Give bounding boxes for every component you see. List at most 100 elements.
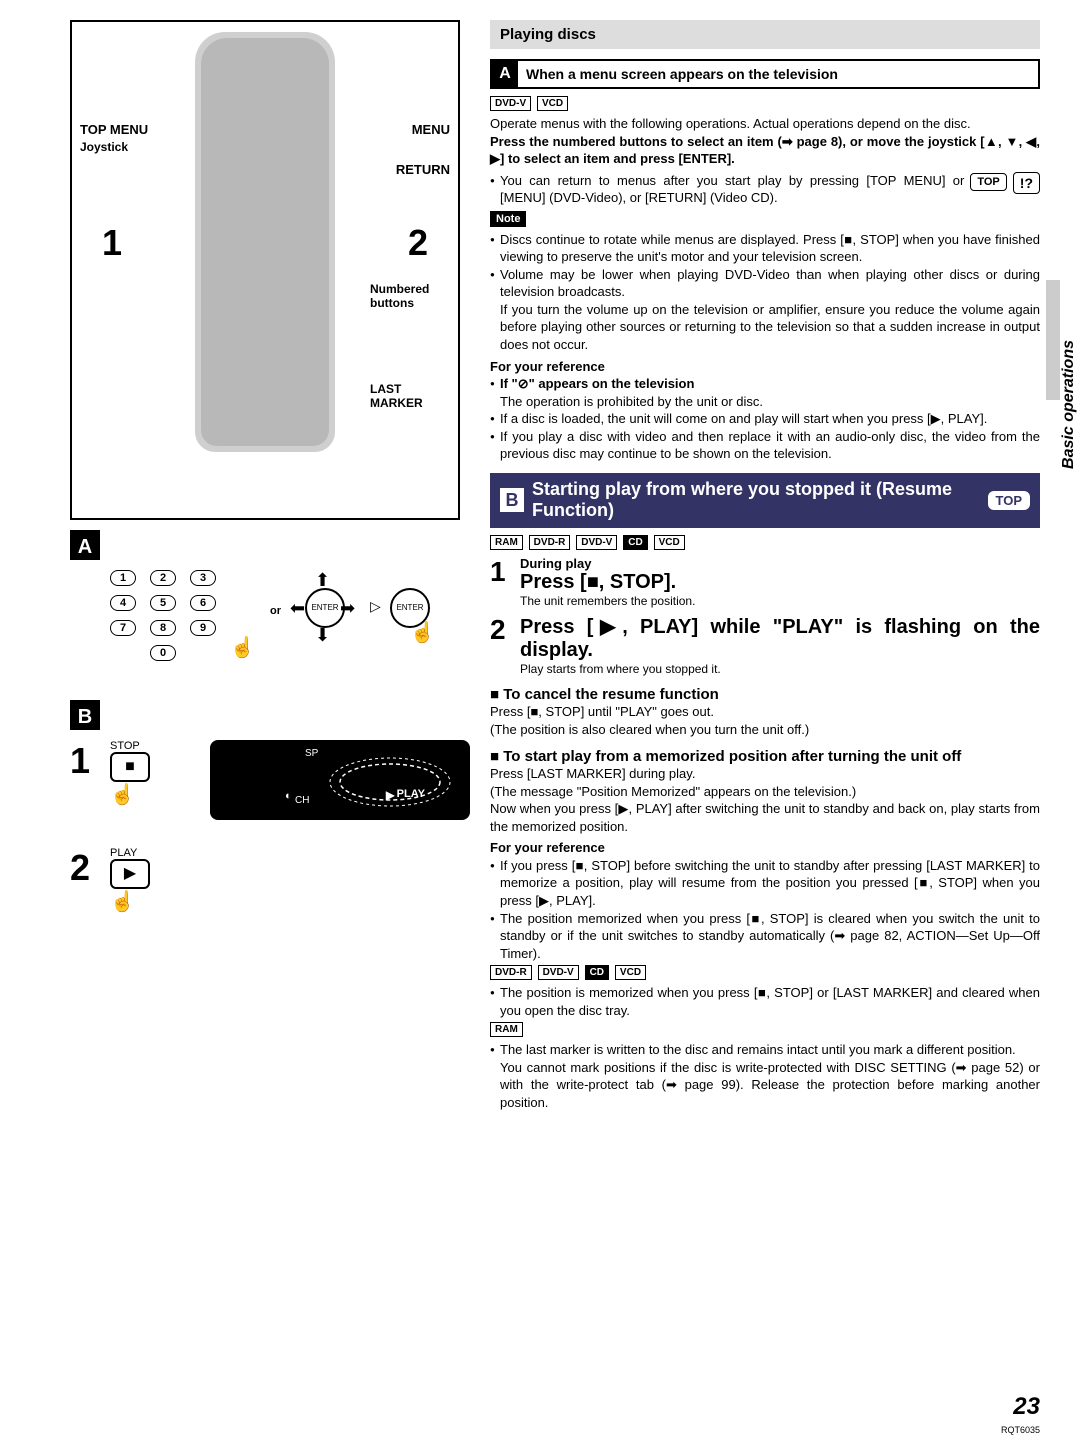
num-6: 6 xyxy=(190,595,216,611)
play-label: PLAY xyxy=(110,847,460,859)
label-top-menu: TOP MENU xyxy=(80,122,148,137)
tag-cd: CD xyxy=(623,535,647,550)
section-a-diagram: 1 2 3 4 5 6 7 8 9 0 ☝ or ⬆ ⬅ ➡ ⬇ ENTER ▷… xyxy=(70,560,460,690)
ref-label-a: For your reference xyxy=(490,358,1040,376)
box-b-title: Starting play from where you stopped it … xyxy=(532,479,982,522)
play-button-icon: ▶ xyxy=(110,859,150,889)
step2-sub: Play starts from where you stopped it. xyxy=(520,662,1040,676)
side-tab-bg xyxy=(1046,280,1060,400)
num-2: 2 xyxy=(150,570,176,586)
note-b2: Volume may be lower when playing DVD-Vid… xyxy=(490,266,1040,301)
stop-button-icon: ■ xyxy=(110,752,150,782)
document-id: RQT6035 xyxy=(1001,1425,1040,1435)
box-a-bullet1: You can return to menus after you start … xyxy=(490,172,1040,207)
box-a-p1: Operate menus with the following operati… xyxy=(490,115,1040,133)
hand-icon-4: ☝ xyxy=(110,891,135,913)
arrow-down-icon: ⬇ xyxy=(315,625,330,646)
right-column: Playing discs A When a menu screen appea… xyxy=(490,20,1040,1111)
note-label: Note xyxy=(490,211,526,227)
ref-a2: If a disc is loaded, the unit will come … xyxy=(490,410,1040,428)
num-8: 8 xyxy=(150,620,176,636)
ref-b1: If you press [■, STOP] before switching … xyxy=(490,857,1040,910)
memorize-heading: To start play from a memorized position … xyxy=(490,748,1040,765)
tag-dvdr-2: DVD-R xyxy=(490,965,532,980)
num-1: 1 xyxy=(110,570,136,586)
ref-label-b: For your reference xyxy=(490,839,1040,857)
note-b1: Discs continue to rotate while menus are… xyxy=(490,231,1040,266)
page-title: Playing discs xyxy=(490,20,1040,49)
step1-main: Press [■, STOP]. xyxy=(520,571,1040,594)
label-return: RETURN xyxy=(396,162,450,177)
callout-1: 1 xyxy=(102,222,122,264)
step-b2-num: 2 xyxy=(70,847,110,889)
tag-vcd-3: VCD xyxy=(615,965,646,980)
step1-sub: The unit remembers the position. xyxy=(520,594,1040,608)
disc-icon: ◐ xyxy=(285,790,292,802)
ref-b4b: You cannot mark positions if the disc is… xyxy=(490,1059,1040,1112)
mem-p1: Press [LAST MARKER] during play. xyxy=(490,765,1040,783)
section-a: A 1 2 3 4 5 6 7 8 9 0 ☝ or ⬆ ⬅ ➡ ⬇ ENTER… xyxy=(70,530,460,690)
box-a-p2: Press the numbered buttons to select an … xyxy=(490,133,1040,168)
cancel-p1: Press [■, STOP] until "PLAY" goes out. xyxy=(490,703,1040,721)
tags-3: RAM xyxy=(490,1019,1040,1037)
box-a-header: A When a menu screen appears on the tele… xyxy=(490,59,1040,89)
cancel-p2: (The position is also cleared when you t… xyxy=(490,721,1040,739)
num-0: 0 xyxy=(150,645,176,661)
cancel-heading: To cancel the resume function xyxy=(490,686,1040,703)
tag-dvdv: DVD-V xyxy=(490,96,531,111)
callout-2: 2 xyxy=(408,222,428,264)
step2-num: 2 xyxy=(490,614,520,676)
num-7: 7 xyxy=(110,620,136,636)
tag-vcd2: VCD xyxy=(654,535,685,550)
label-numbered: Numbered buttons xyxy=(370,282,450,310)
num-4: 4 xyxy=(110,595,136,611)
vcr-display: SP CH ◐ PLAY ▶ xyxy=(210,740,470,820)
tag-dvdv-3: DVD-V xyxy=(538,965,579,980)
step-1: 1 During play Press [■, STOP]. The unit … xyxy=(490,556,1040,608)
mem-p3: Now when you press [▶, PLAY] after switc… xyxy=(490,800,1040,835)
box-b-tags: RAM DVD-R DVD-V CD VCD xyxy=(490,532,1040,550)
tag-ram: RAM xyxy=(490,535,523,550)
num-3: 3 xyxy=(190,570,216,586)
tag-dvdr: DVD-R xyxy=(529,535,571,550)
mem-p2: (The message "Position Memorized" appear… xyxy=(490,783,1040,801)
box-b-top-badge: TOP xyxy=(988,491,1031,510)
step1-during: During play xyxy=(520,556,1040,571)
ref-a3: If you play a disc with video and then r… xyxy=(490,428,1040,463)
then-icon: ▷ xyxy=(370,598,381,615)
ref-b2: The position memorized when you press [■… xyxy=(490,910,1040,963)
box-b-header: B Starting play from where you stopped i… xyxy=(490,473,1040,528)
display-play: PLAY xyxy=(397,788,425,800)
box-a-tags: DVD-V VCD xyxy=(490,93,1040,111)
tag-dvdv2: DVD-V xyxy=(576,535,617,550)
box-a-tab: A xyxy=(492,61,518,87)
display-sp: SP xyxy=(305,748,318,759)
section-b-tab: B xyxy=(70,700,100,730)
section-b: B 1 STOP ■ ☝ SP CH ◐ PLAY xyxy=(70,700,460,914)
ref-a1: If "⊘" appears on the television xyxy=(490,375,1040,393)
play-triangle-icon: ▶ xyxy=(386,788,395,802)
tag-ram-2: RAM xyxy=(490,1022,523,1037)
section-a-tab: A xyxy=(70,530,100,560)
hand-icon: ☝ xyxy=(230,635,255,660)
step2-main: Press [▶, PLAY] while "PLAY" is flashing… xyxy=(520,614,1040,662)
ref-b3: The position is memorized when you press… xyxy=(490,984,1040,1019)
num-9: 9 xyxy=(190,620,216,636)
ref-a1b: The operation is prohibited by the unit … xyxy=(490,393,1040,411)
remote-diagram: TOP MENU Joystick MENU RETURN 1 2 Number… xyxy=(70,20,460,520)
hand-icon-3: ☝ xyxy=(110,784,135,806)
display-ch: CH xyxy=(295,795,309,806)
step-b1-num: 1 xyxy=(70,740,110,782)
left-column: TOP MENU Joystick MENU RETURN 1 2 Number… xyxy=(70,20,460,1111)
arrow-left-icon: ⬅ xyxy=(290,598,305,619)
label-menu: MENU xyxy=(412,122,450,137)
side-tab: Basic operations xyxy=(1060,340,1078,469)
label-joystick: Joystick xyxy=(80,140,128,154)
box-b-tab: B xyxy=(500,488,524,512)
tags-2: DVD-R DVD-V CD VCD xyxy=(490,962,1040,980)
note-b2b: If you turn the volume up on the televis… xyxy=(490,301,1040,354)
step1-num: 1 xyxy=(490,556,520,608)
or-label: or xyxy=(270,605,281,617)
page-number: 23 xyxy=(1013,1393,1040,1421)
tag-cd-2: CD xyxy=(585,965,609,980)
